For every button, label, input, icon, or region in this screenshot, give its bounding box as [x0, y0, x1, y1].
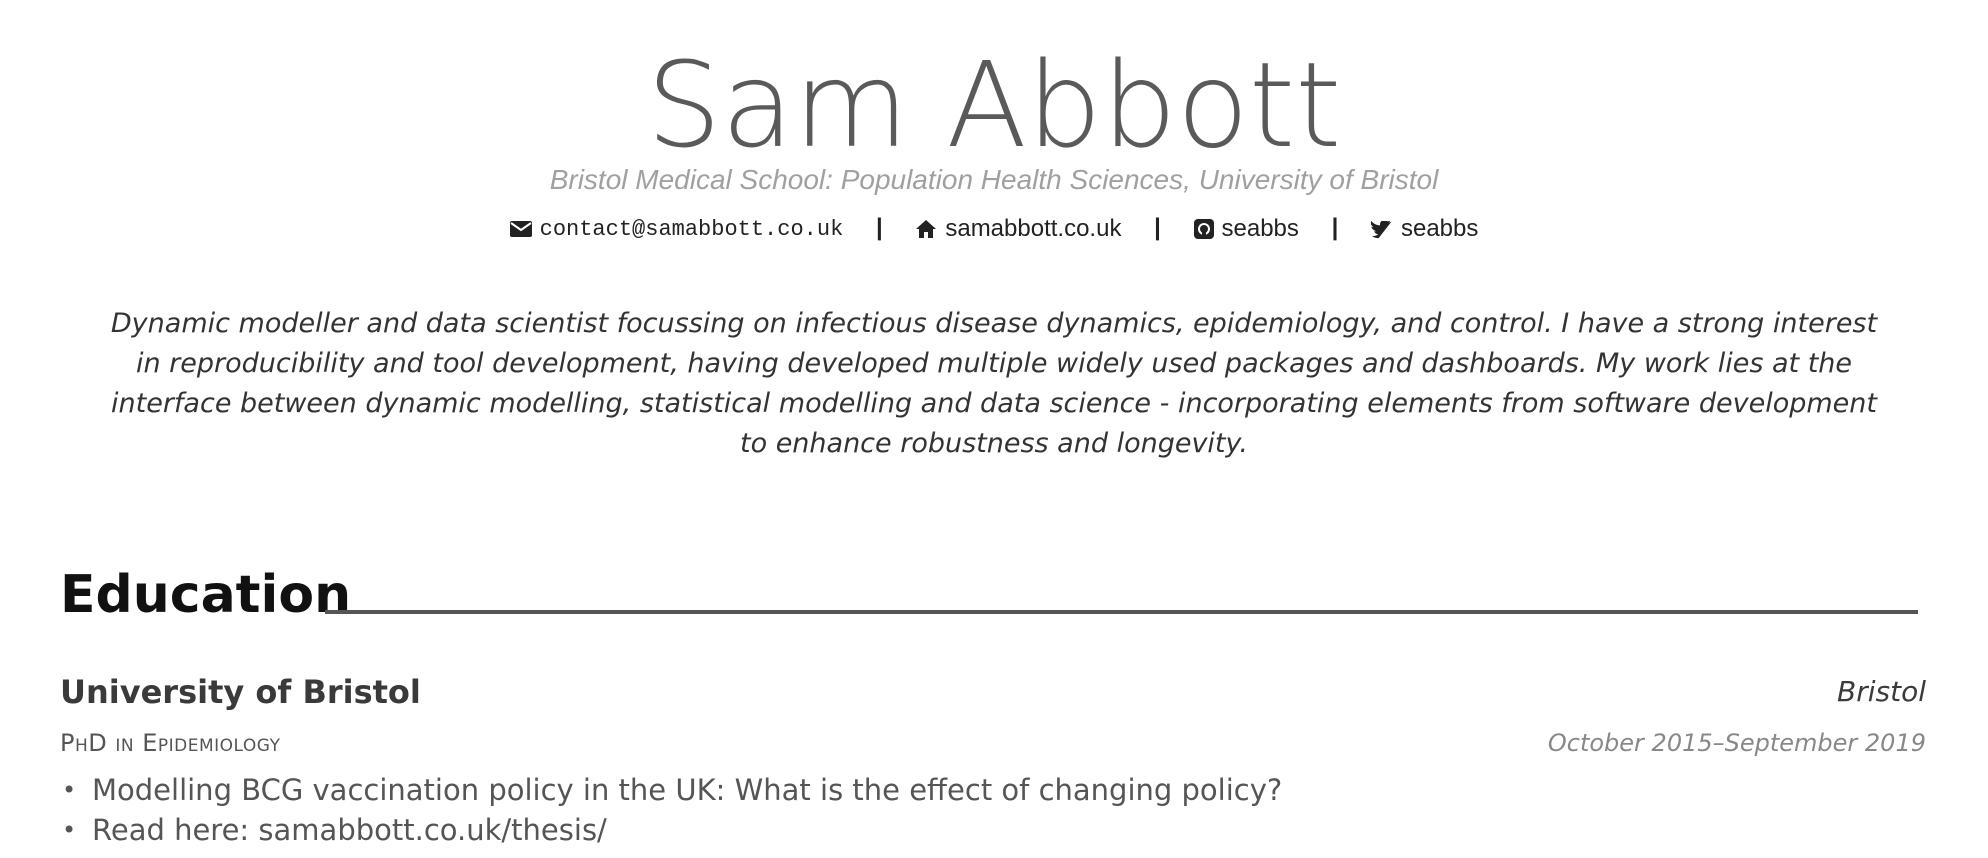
- education-location: Bristol: [1837, 675, 1926, 708]
- home-icon: [916, 220, 937, 238]
- list-item-text: Read here: samabbott.co.uk/thesis/: [92, 813, 607, 847]
- section-divider: [325, 610, 1918, 614]
- contact-website[interactable]: samabbott.co.uk: [915, 213, 1121, 245]
- contact-twitter[interactable]: seabbs: [1370, 213, 1479, 245]
- contact-email-text: contact@samabbott.co.uk: [539, 217, 844, 242]
- bullet-icon: •: [62, 776, 77, 804]
- contact-twitter-text: seabbs: [1400, 215, 1479, 242]
- twitter-icon: [1370, 221, 1392, 239]
- list-item[interactable]: • Read here: samabbott.co.uk/thesis/: [60, 810, 1282, 850]
- education-degree: PhD in Epidemiology: [60, 729, 281, 757]
- contact-separator: |: [1331, 214, 1339, 242]
- cv-affiliation: Bristol Medical School: Population Healt…: [549, 164, 1439, 195]
- education-dates: October 2015–September 2019: [1547, 729, 1926, 757]
- bullet-icon: •: [62, 816, 77, 844]
- contact-website-text: samabbott.co.uk: [945, 215, 1122, 242]
- education-details: • Modelling BCG vaccination policy in th…: [60, 770, 1282, 850]
- contact-separator: |: [875, 214, 883, 242]
- envelope-icon: [509, 221, 532, 237]
- github-icon: [1193, 219, 1214, 239]
- contact-bar: contact@samabbott.co.uk | samabbott.co.u…: [0, 212, 1988, 246]
- contact-github[interactable]: seabbs: [1193, 213, 1299, 245]
- contact-separator: |: [1154, 214, 1161, 242]
- education-organisation: University of Bristol: [60, 673, 421, 711]
- contact-email[interactable]: contact@samabbott.co.uk: [509, 212, 844, 246]
- list-item-text: Modelling BCG vaccination policy in the …: [92, 773, 1283, 807]
- cv-name: Sam Abbott: [646, 36, 1342, 174]
- list-item: • Modelling BCG vaccination policy in th…: [60, 770, 1282, 810]
- profile-summary: Dynamic modeller and data scientist focu…: [110, 308, 1878, 459]
- section-title-education: Education: [60, 565, 352, 625]
- contact-github-text: seabbs: [1221, 215, 1299, 242]
